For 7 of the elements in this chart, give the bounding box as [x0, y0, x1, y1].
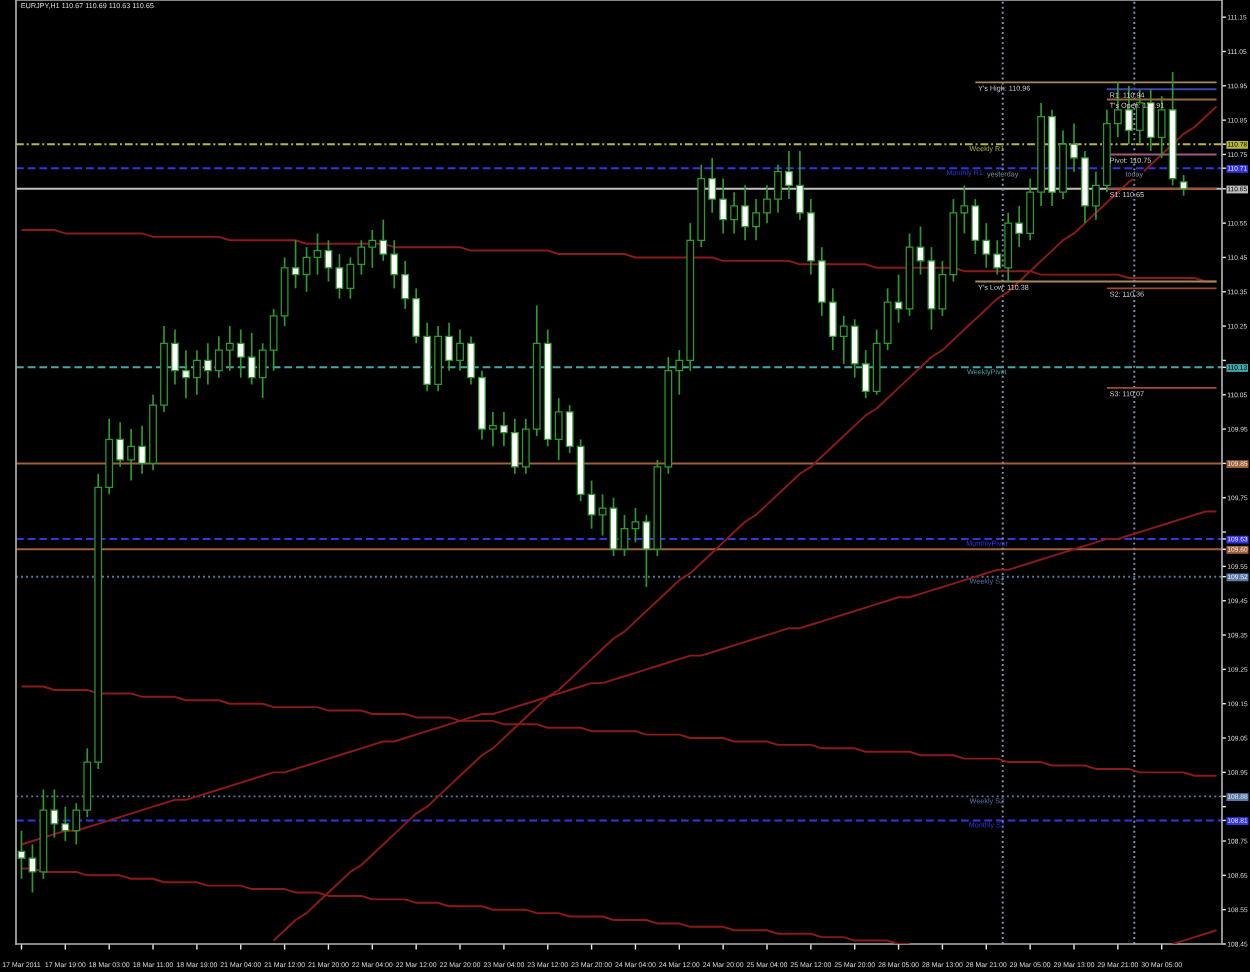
line-series: [1171, 929, 1218, 944]
candlestick: [620, 514, 629, 557]
candlestick: [17, 829, 26, 880]
candlestick: [313, 232, 322, 276]
candlestick: [609, 496, 618, 557]
candlestick: [1179, 174, 1188, 197]
candlestick: [916, 225, 925, 276]
